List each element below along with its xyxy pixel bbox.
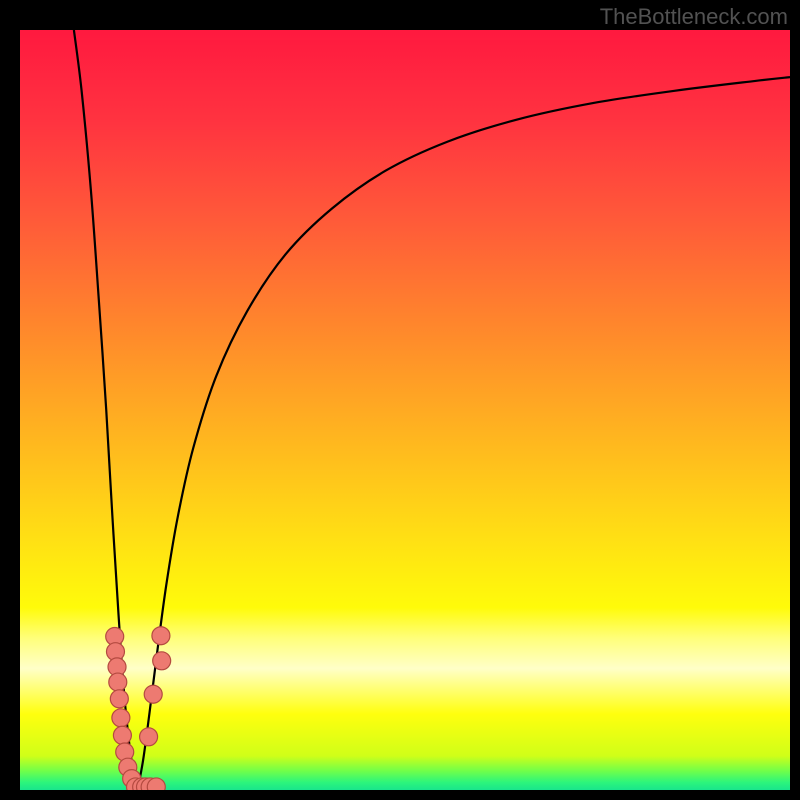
data-marker bbox=[140, 728, 158, 746]
data-marker bbox=[153, 652, 171, 670]
data-marker bbox=[113, 726, 131, 744]
watermark-text: TheBottleneck.com bbox=[600, 4, 788, 30]
data-marker bbox=[110, 690, 128, 708]
data-marker bbox=[152, 627, 170, 645]
data-marker bbox=[109, 673, 127, 691]
bottleneck-curve-chart bbox=[0, 0, 800, 800]
gradient-background bbox=[20, 30, 790, 790]
chart-container: TheBottleneck.com bbox=[0, 0, 800, 800]
data-marker bbox=[112, 709, 130, 727]
data-marker bbox=[144, 685, 162, 703]
